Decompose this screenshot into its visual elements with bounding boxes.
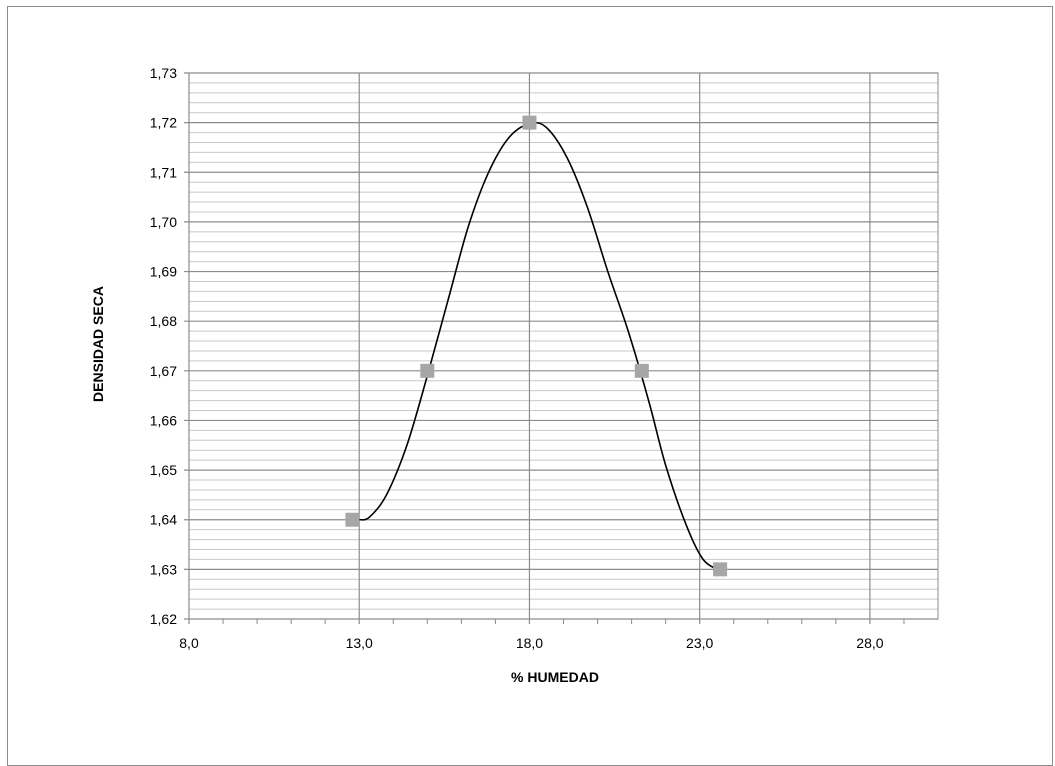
major-gridlines [184, 72, 938, 624]
x-tick-label: 8,0 [179, 635, 199, 651]
data-point-marker [522, 115, 537, 130]
chart-area: 1,62 1,63 1,64 1,65 1,66 1,67 1,68 1,69 1,70 1,71… [7, 6, 1053, 766]
y-axis-title: DENSIDAD SECA [90, 286, 106, 402]
y-tick-label: 1,69 [150, 264, 177, 280]
y-tick-label: 1,68 [150, 313, 177, 329]
x-axis-tick-labels: 8,0 13,0 18,0 23,0 28,0 [179, 635, 883, 651]
x-tick-label: 18,0 [516, 635, 543, 651]
minor-gridlines [189, 82, 938, 624]
y-axis-tick-labels: 1,62 1,63 1,64 1,65 1,66 1,67 1,68 1,69 1,70 1,71… [150, 65, 177, 627]
data-points [345, 115, 728, 577]
y-tick-label: 1,72 [150, 115, 177, 131]
data-point-marker [420, 363, 435, 378]
x-tick-label: 28,0 [856, 635, 883, 651]
y-tick-label: 1,65 [150, 462, 177, 478]
plot-area-border [188, 72, 939, 620]
data-point-marker [713, 562, 728, 577]
y-tick-label: 1,63 [150, 561, 177, 577]
y-tick-label: 1,66 [150, 412, 177, 428]
y-tick-label: 1,62 [150, 611, 177, 627]
y-tick-label: 1,73 [150, 65, 177, 81]
trendline-curve [359, 121, 721, 572]
y-tick-label: 1,70 [150, 214, 177, 230]
scatter-chart: 1,62 1,63 1,64 1,65 1,66 1,67 1,68 1,69 1,70 1,71… [90, 65, 939, 685]
x-axis-title: % HUMEDAD [511, 669, 599, 685]
x-tick-label: 23,0 [686, 635, 713, 651]
x-tick-label: 13,0 [346, 635, 373, 651]
y-tick-label: 1,64 [150, 512, 177, 528]
data-point-marker [634, 363, 649, 378]
y-tick-label: 1,71 [150, 164, 177, 180]
data-point-marker [345, 512, 360, 527]
y-tick-label: 1,67 [150, 363, 177, 379]
